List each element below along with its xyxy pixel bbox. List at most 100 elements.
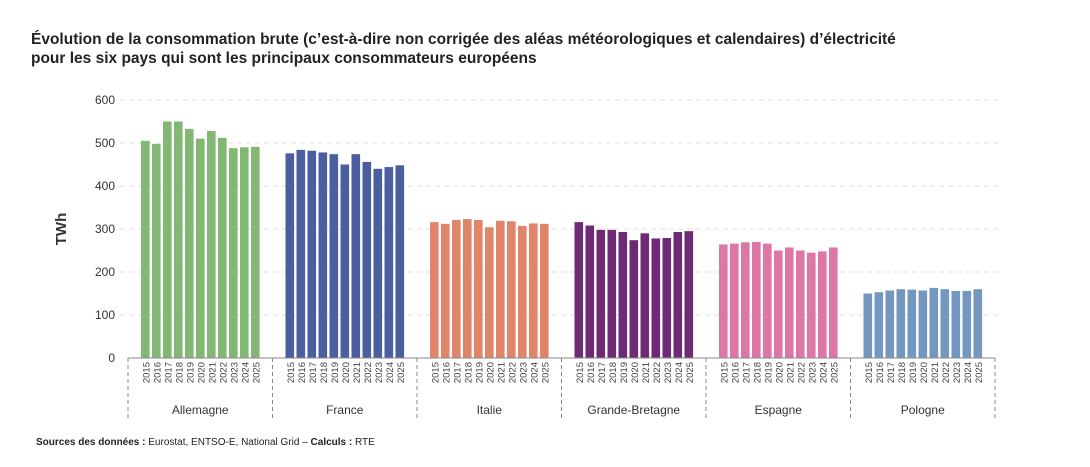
x-tick-label: 2015 bbox=[142, 362, 153, 383]
x-tick-label: 2017 bbox=[742, 362, 753, 383]
source-text: Eurostat, ENTSO-E, National Grid – bbox=[145, 437, 311, 448]
bar-pologne-2020 bbox=[918, 290, 928, 358]
bar-pologne-2024 bbox=[962, 290, 972, 358]
x-tick-label: 2016 bbox=[442, 362, 453, 383]
x-tick-label: 2024 bbox=[530, 362, 541, 383]
x-tick-label: 2024 bbox=[674, 362, 685, 383]
bar-espagne-2023 bbox=[807, 252, 816, 358]
y-tick-label: 600 bbox=[95, 93, 115, 107]
bar-france-2025 bbox=[395, 165, 405, 358]
x-tick-label: 2021 bbox=[786, 362, 797, 383]
x-tick-label: 2018 bbox=[608, 362, 619, 383]
bar-allemagne-2016 bbox=[152, 143, 161, 358]
x-tick-label: 2018 bbox=[175, 362, 186, 383]
x-tick-label: 2016 bbox=[586, 362, 597, 383]
x-tick-label: 2019 bbox=[764, 362, 775, 383]
bar-italie-2017 bbox=[452, 219, 461, 358]
x-tick-label: 2021 bbox=[641, 362, 652, 383]
bar-pologne-2019 bbox=[907, 289, 917, 358]
x-tick-label: 2020 bbox=[486, 362, 497, 383]
group-label: France bbox=[326, 403, 364, 417]
x-tick-label: 2021 bbox=[208, 362, 219, 383]
bar-allemagne-2023 bbox=[229, 148, 238, 358]
x-tick-label: 2019 bbox=[619, 362, 630, 383]
x-tick-label: 2023 bbox=[230, 362, 241, 383]
bar-france-2021 bbox=[351, 154, 361, 358]
bar-espagne-2015 bbox=[719, 244, 728, 358]
x-tick-label: 2023 bbox=[374, 362, 385, 383]
x-tick-label: 2021 bbox=[497, 362, 508, 383]
bar-espagne-2021 bbox=[785, 247, 794, 358]
bar-italie-2020 bbox=[485, 227, 494, 358]
x-tick-label: 2017 bbox=[597, 362, 608, 383]
x-tick-label: 2022 bbox=[219, 362, 230, 383]
bar-espagne-2020 bbox=[774, 250, 783, 358]
x-tick-label: 2016 bbox=[731, 362, 742, 383]
x-tick-label: 2022 bbox=[508, 362, 519, 383]
bar-france-2018 bbox=[318, 152, 328, 358]
bar-grande-bretagne-2024 bbox=[673, 232, 683, 358]
x-tick-label: 2019 bbox=[475, 362, 486, 383]
bar-allemagne-2019 bbox=[185, 128, 194, 358]
x-tick-label: 2022 bbox=[941, 362, 952, 383]
chart-title: Évolution de la consommation brute (c’es… bbox=[31, 30, 1031, 68]
x-tick-label: 2025 bbox=[974, 362, 985, 383]
x-tick-label: 2016 bbox=[297, 362, 308, 383]
bar-france-2017 bbox=[307, 150, 317, 358]
bar-france-2020 bbox=[340, 164, 350, 358]
bar-grande-bretagne-2023 bbox=[662, 238, 672, 358]
bar-france-2022 bbox=[362, 161, 372, 358]
x-tick-label: 2018 bbox=[753, 362, 764, 383]
x-tick-label: 2025 bbox=[685, 362, 696, 383]
bar-italie-2021 bbox=[496, 220, 505, 358]
bar-allemagne-2021 bbox=[207, 130, 216, 358]
x-tick-label: 2022 bbox=[363, 362, 374, 383]
x-tick-label: 2022 bbox=[652, 362, 663, 383]
bar-italie-2016 bbox=[441, 223, 450, 358]
bar-espagne-2019 bbox=[763, 243, 772, 358]
title-line-2: pour les six pays qui sont les principau… bbox=[31, 50, 537, 67]
bar-espagne-2025 bbox=[829, 247, 838, 358]
bar-italie-2025 bbox=[540, 223, 549, 358]
bar-pologne-2025 bbox=[973, 289, 983, 358]
x-tick-label: 2024 bbox=[241, 362, 252, 383]
x-tick-label: 2024 bbox=[963, 362, 974, 383]
x-tick-label: 2020 bbox=[197, 362, 208, 383]
x-tick-label: 2021 bbox=[352, 362, 363, 383]
x-tick-label: 2018 bbox=[464, 362, 475, 383]
bar-grande-bretagne-2016 bbox=[585, 225, 595, 358]
group-label: Espagne bbox=[755, 403, 803, 417]
bar-grande-bretagne-2025 bbox=[684, 231, 694, 358]
x-tick-label: 2025 bbox=[541, 362, 552, 383]
bar-italie-2023 bbox=[518, 225, 527, 358]
bar-pologne-2017 bbox=[885, 290, 895, 358]
source-note: Sources des données : Eurostat, ENTSO-E,… bbox=[36, 437, 375, 448]
group-label: Grande-Bretagne bbox=[587, 403, 680, 417]
bar-espagne-2018 bbox=[752, 241, 761, 358]
y-tick-label: 400 bbox=[95, 179, 115, 193]
x-tick-label: 2020 bbox=[630, 362, 641, 383]
x-tick-label: 2021 bbox=[930, 362, 941, 383]
x-tick-label: 2018 bbox=[897, 362, 908, 383]
bar-espagne-2016 bbox=[730, 243, 739, 358]
bar-france-2019 bbox=[329, 154, 339, 358]
y-axis-label: TWh bbox=[53, 213, 70, 245]
bar-grande-bretagne-2017 bbox=[596, 229, 606, 358]
x-tick-label: 2020 bbox=[919, 362, 930, 383]
x-tick-label: 2016 bbox=[875, 362, 886, 383]
bar-grande-bretagne-2019 bbox=[618, 232, 628, 358]
y-tick-label: 300 bbox=[95, 222, 115, 236]
bar-allemagne-2018 bbox=[174, 121, 183, 358]
calculs-text: RTE bbox=[352, 437, 375, 448]
calculs-label: Calculs : bbox=[310, 437, 353, 448]
x-tick-label: 2017 bbox=[308, 362, 319, 383]
bar-pologne-2022 bbox=[940, 289, 950, 358]
bar-allemagne-2022 bbox=[218, 137, 227, 358]
x-tick-label: 2023 bbox=[808, 362, 819, 383]
bar-italie-2015 bbox=[430, 222, 439, 358]
x-tick-label: 2015 bbox=[286, 362, 297, 383]
source-label: Sources des données : bbox=[36, 437, 146, 448]
x-tick-label: 2025 bbox=[830, 362, 841, 383]
bar-allemagne-2020 bbox=[196, 138, 205, 358]
